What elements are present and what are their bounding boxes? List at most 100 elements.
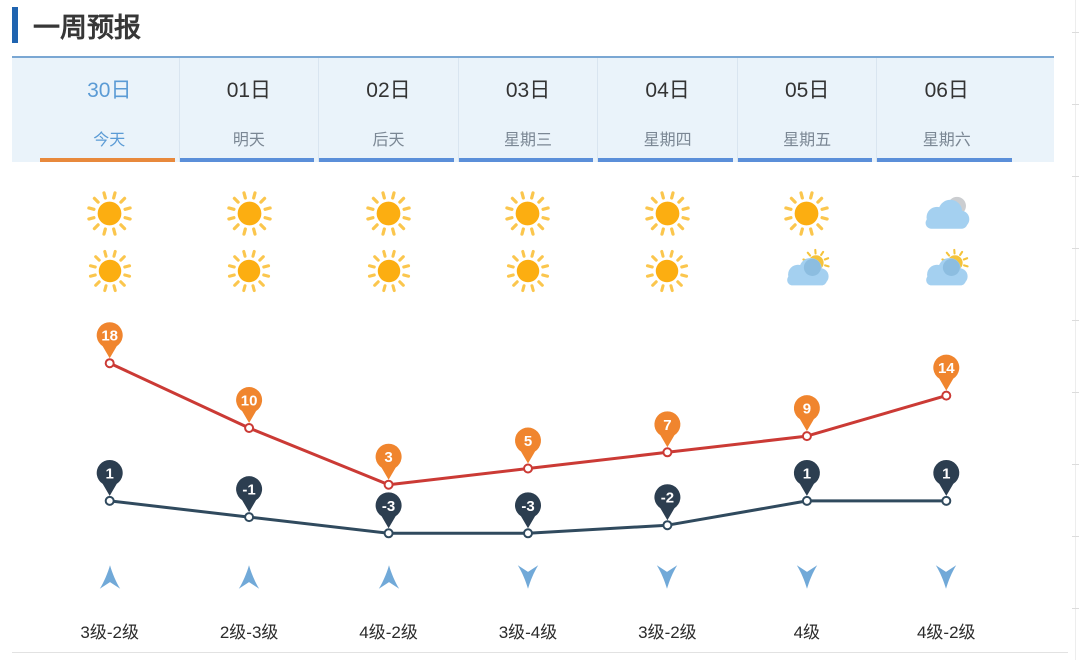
wind-down-icon <box>517 565 539 589</box>
ruler-tick <box>1072 32 1079 33</box>
wind-level: 3级-4级 <box>498 623 558 642</box>
partly-cloudy-icon <box>787 248 830 286</box>
day-weather-icon <box>877 184 1016 242</box>
sunny-icon <box>87 190 132 236</box>
day-name: 星期六 <box>922 132 971 149</box>
night-weather-icon <box>40 242 179 300</box>
bottom-divider <box>12 652 1068 653</box>
day-weather-icon <box>598 184 737 242</box>
day-tab-01日[interactable]: 01日 明天 <box>179 58 320 162</box>
sunny-icon <box>88 249 131 293</box>
night-weather-icons-row <box>40 242 1016 300</box>
tab-underline <box>737 158 873 162</box>
day-date: 03日 <box>505 79 551 102</box>
day-date: 04日 <box>645 79 690 102</box>
temp-pin: 1 <box>933 459 960 506</box>
partly-cloudy-icon <box>926 248 969 286</box>
svg-text:-2: -2 <box>661 490 674 507</box>
ruler-tick <box>1072 464 1079 465</box>
night-weather-icon <box>877 242 1016 300</box>
ruler-tick <box>1072 248 1079 249</box>
wind-level-row: 3级-2级 2级-3级 4级-2级 3级-4级 3级-2级 4级 4级-2级 <box>40 620 1016 646</box>
day-date: 30日 <box>87 79 132 102</box>
ruler-tick <box>1072 392 1079 393</box>
day-weather-icon <box>40 184 179 242</box>
night-weather-icon <box>179 242 318 300</box>
temp-pin: -1 <box>236 476 263 523</box>
day-name: 后天 <box>372 132 405 149</box>
night-weather-icon <box>737 242 876 300</box>
day-tab-04日[interactable]: 04日星期四 <box>598 58 738 162</box>
wind-down-icon <box>936 565 957 589</box>
tab-underline <box>319 158 454 162</box>
temp-pin: 5 <box>515 427 541 474</box>
temp-pin: 18 <box>96 322 123 369</box>
svg-text:-1: -1 <box>242 482 255 499</box>
wind-level: 4级-2级 <box>916 623 976 642</box>
temp-pin: -3 <box>515 492 541 539</box>
day-weather-icon <box>319 184 458 242</box>
wind-down-icon <box>657 565 678 589</box>
date-header-row: 30日 今天 01日 明天 02日 后天 03日 星期三 04日 星期四 05日 星期五 06日 星期六 <box>12 58 1054 162</box>
wind-level: 3级-2级 <box>80 623 139 642</box>
sunny-icon <box>228 249 271 293</box>
ruler-tick <box>1072 608 1079 609</box>
svg-text:10: 10 <box>241 393 258 410</box>
date-tabs: 30日 今天 01日 明天 02日 后天 03日 星期三 04日 星期四 05日 星期五 06日 星期六 <box>40 58 1016 162</box>
sunny-icon <box>506 249 550 293</box>
temp-pin: 7 <box>654 411 681 458</box>
day-tab-03日[interactable]: 03日星期三 <box>458 58 599 162</box>
day-tab-05日[interactable]: 05日 星期五 <box>737 58 878 162</box>
day-date: 01日 <box>226 79 272 102</box>
svg-text:-3: -3 <box>521 498 534 515</box>
title-accent-bar <box>12 7 18 43</box>
wind-direction-row <box>40 560 1016 594</box>
day-weather-icon <box>458 184 597 242</box>
day-date: 02日 <box>366 79 411 102</box>
day-weather-icons-row <box>40 184 1016 242</box>
tab-underline <box>458 158 594 162</box>
sunny-icon <box>366 190 411 236</box>
ruler-tick <box>1072 536 1079 537</box>
day-tab-06日[interactable]: 06日 星期六 <box>877 58 1016 162</box>
ruler-tick <box>1072 320 1079 321</box>
night-weather-icon <box>458 242 597 300</box>
svg-text:7: 7 <box>663 417 671 434</box>
wind-level: 4级 <box>793 623 821 642</box>
svg-text:18: 18 <box>101 328 118 345</box>
svg-text:1: 1 <box>106 465 114 482</box>
temp-pin: -3 <box>375 492 402 539</box>
wind-direction-cell <box>877 560 1016 594</box>
temp-pin: -2 <box>654 484 681 531</box>
svg-text:9: 9 <box>803 401 811 418</box>
temp-pin: 1 <box>793 459 820 506</box>
svg-text:-3: -3 <box>382 498 395 515</box>
day-tab-30日[interactable]: 30日今天 <box>40 58 180 162</box>
right-edge-ruler <box>1072 0 1079 660</box>
tab-underline <box>877 158 1013 162</box>
temp-pin: 14 <box>933 354 960 401</box>
day-weather-icon <box>179 184 318 242</box>
sunny-icon <box>646 249 689 293</box>
day-name: 今天 <box>93 132 126 149</box>
temp-pin: 3 <box>375 443 402 490</box>
wind-level: 4级-2级 <box>359 623 418 642</box>
night-weather-icon <box>319 242 458 300</box>
day-tab-02日[interactable]: 02日后天 <box>319 58 459 162</box>
temp-pin: 1 <box>96 459 123 506</box>
sunny-icon <box>784 190 830 236</box>
wind-up-icon <box>378 565 399 589</box>
day-name: 星期四 <box>643 132 692 149</box>
tab-underline <box>598 158 733 162</box>
svg-text:3: 3 <box>384 449 392 466</box>
wind-level: 2级-3级 <box>219 623 279 642</box>
night-weather-icon <box>598 242 737 300</box>
wind-up-icon <box>238 565 260 589</box>
svg-text:14: 14 <box>938 360 955 377</box>
day-weather-icon <box>737 184 876 242</box>
day-name: 星期三 <box>504 132 553 149</box>
wind-up-icon <box>99 565 120 589</box>
wind-direction-cell <box>458 560 597 594</box>
page-title: 一周预报 <box>33 13 141 43</box>
wind-direction-cell <box>737 560 876 594</box>
